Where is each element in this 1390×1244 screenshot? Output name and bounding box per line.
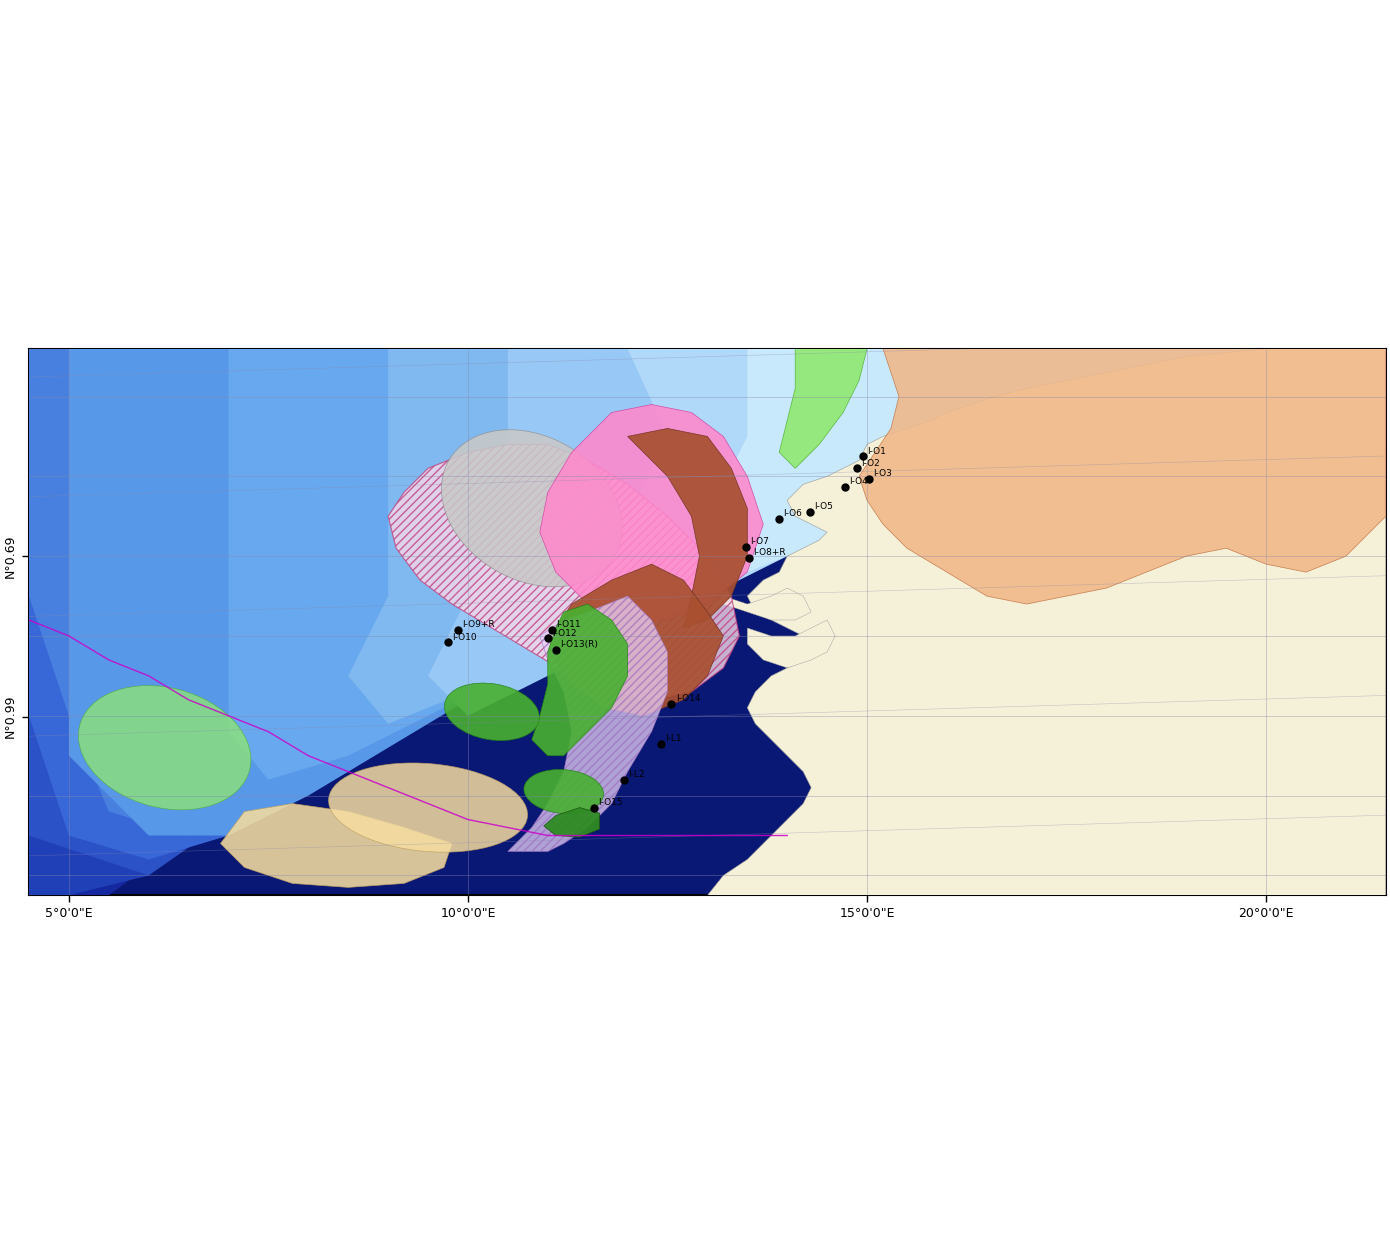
Ellipse shape <box>328 763 528 852</box>
Polygon shape <box>548 564 723 715</box>
Polygon shape <box>507 596 667 851</box>
Polygon shape <box>70 348 1027 836</box>
Text: I-O8+R: I-O8+R <box>753 547 785 557</box>
Polygon shape <box>349 348 1106 724</box>
Polygon shape <box>29 348 787 896</box>
Ellipse shape <box>442 429 623 587</box>
Text: I-O13(R): I-O13(R) <box>560 639 598 649</box>
Polygon shape <box>228 348 1066 780</box>
Text: I-O14: I-O14 <box>676 694 701 703</box>
Polygon shape <box>539 404 763 620</box>
Text: I-O10: I-O10 <box>452 633 477 642</box>
Text: I-O2: I-O2 <box>862 459 880 468</box>
Polygon shape <box>388 444 739 700</box>
Polygon shape <box>428 348 1186 715</box>
Text: I-O4: I-O4 <box>849 476 867 486</box>
Legend: Felt/letebrønner, Marint vern, Kystsonen, Eggakanten, Torsk - hovedgyteområde, U: Felt/letebrønner, Marint vern, Kystsonen… <box>1131 600 1359 878</box>
Text: I-O1: I-O1 <box>867 447 885 455</box>
Polygon shape <box>29 348 628 896</box>
Polygon shape <box>29 348 867 876</box>
Text: I-L1: I-L1 <box>666 734 682 743</box>
Polygon shape <box>221 804 452 887</box>
Text: I-O11: I-O11 <box>556 620 581 628</box>
Polygon shape <box>708 348 1386 572</box>
Polygon shape <box>859 348 1386 605</box>
Polygon shape <box>628 428 748 628</box>
Polygon shape <box>780 348 867 468</box>
Text: I-O12: I-O12 <box>552 628 577 638</box>
Polygon shape <box>723 588 812 620</box>
Polygon shape <box>588 348 1266 636</box>
Text: I-O3: I-O3 <box>873 469 891 478</box>
Polygon shape <box>29 348 947 860</box>
Text: I-O9+R: I-O9+R <box>463 620 495 628</box>
Ellipse shape <box>445 683 539 740</box>
Text: I-L2: I-L2 <box>628 770 644 779</box>
Polygon shape <box>29 348 1386 896</box>
Polygon shape <box>29 348 987 836</box>
Polygon shape <box>543 807 599 837</box>
Text: I-O15: I-O15 <box>598 797 623 807</box>
Polygon shape <box>748 620 835 668</box>
Polygon shape <box>532 605 628 755</box>
Text: I-O7: I-O7 <box>749 537 769 546</box>
Ellipse shape <box>524 770 603 814</box>
Text: I-O6: I-O6 <box>784 509 802 518</box>
Polygon shape <box>29 348 388 896</box>
Ellipse shape <box>78 685 250 810</box>
Text: I-O5: I-O5 <box>813 503 833 511</box>
